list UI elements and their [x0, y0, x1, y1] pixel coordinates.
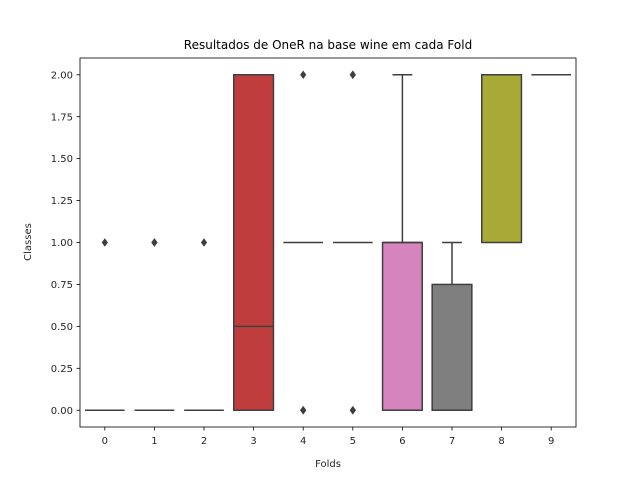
y-tick-label: 1.75	[51, 112, 73, 123]
x-tick-label: 2	[201, 436, 207, 447]
chart-title: Resultados de OneR na base wine em cada …	[184, 38, 472, 52]
y-tick-label: 0.50	[51, 322, 73, 333]
x-tick-label: 5	[350, 436, 356, 447]
x-tick-label: 1	[151, 436, 157, 447]
y-tick-label: 0.25	[51, 364, 73, 375]
box-7	[431, 283, 473, 411]
outlier-point-4	[300, 70, 307, 80]
x-tick-label: 6	[399, 436, 405, 447]
plot-area: 0.00 0.25 0.50 0.75 1.00 1.25 1.50 1.75 2.00 0 1 2 3…	[51, 70, 572, 447]
x-tick-label: 0	[102, 436, 108, 447]
box-6	[381, 241, 423, 411]
x-axis-label: Folds	[315, 459, 341, 470]
y-tick-label: 0.00	[51, 406, 73, 417]
x-tick-label: 9	[548, 436, 554, 447]
y-tick-label: 0.75	[51, 280, 73, 291]
box-8	[481, 74, 523, 244]
axes-frame	[79, 57, 577, 428]
outlier-point-0	[101, 238, 108, 247]
x-tick-label: 3	[250, 436, 256, 447]
y-tick-label: 2.00	[51, 70, 73, 81]
outlier-point-4	[300, 405, 307, 415]
y-tick-label: 1.00	[51, 238, 73, 249]
outlier-point-1	[151, 238, 158, 247]
x-tick-label: 8	[498, 436, 504, 447]
outlier-point-2	[200, 238, 208, 247]
y-tick-label: 1.50	[51, 154, 73, 165]
y-tick-label: 1.25	[51, 196, 73, 207]
box-3	[233, 74, 275, 411]
outlier-point-5	[349, 405, 356, 415]
x-tick-label: 7	[449, 436, 455, 447]
y-axis-label: Classes	[23, 223, 34, 261]
outlier-point-5	[349, 70, 356, 80]
x-tick-label: 4	[300, 436, 306, 447]
